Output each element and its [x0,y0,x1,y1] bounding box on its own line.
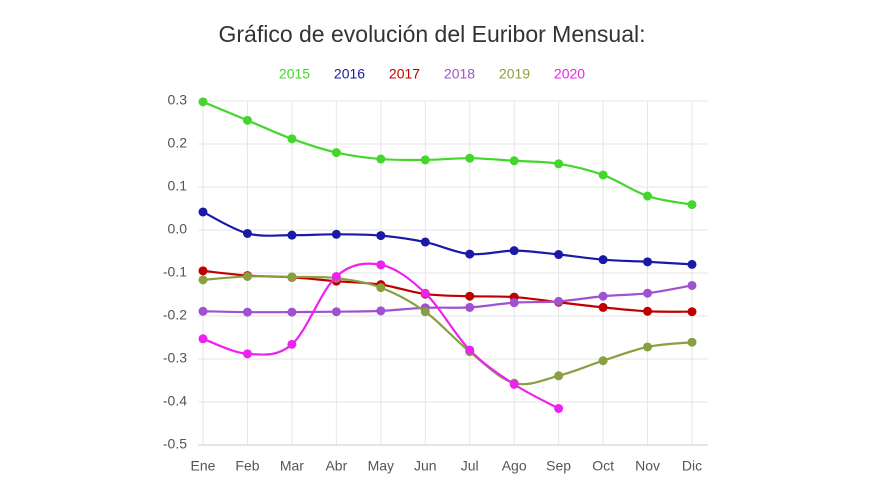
data-point [465,153,475,163]
data-point [287,307,297,317]
data-point [465,291,475,301]
x-tick-label: Jul [461,458,479,474]
data-point [242,115,252,125]
y-tick-label: -0.5 [163,436,187,452]
data-point [287,230,297,240]
data-point [465,345,475,355]
data-point [554,371,564,381]
x-tick-label: Ago [502,458,527,474]
data-point [420,237,430,247]
data-point [554,403,564,413]
x-tick-label: Sep [546,458,571,474]
data-point [643,306,653,316]
data-point [598,356,608,366]
data-point [198,334,208,344]
data-point [465,302,475,312]
data-point [509,379,519,389]
data-point [643,288,653,298]
x-tick-label: Jun [414,458,437,474]
data-point [509,298,519,308]
data-point [643,191,653,201]
data-point [598,255,608,265]
series-line [202,275,693,386]
x-tick-label: Ene [191,458,216,474]
legend-label: 2019 [499,66,530,82]
x-tick-label: May [368,458,394,474]
data-point [331,229,341,239]
series-line [202,210,693,266]
legend-label: 2018 [444,66,475,82]
data-point [331,307,341,317]
y-tick-label: -0.4 [163,393,187,409]
legend-label: 2016 [334,66,365,82]
data-point [598,291,608,301]
data-point [376,260,386,270]
data-point [687,259,697,269]
data-point [420,307,430,317]
legend-label: 2017 [389,66,420,82]
data-point [242,228,252,238]
data-point [287,272,297,282]
data-point [509,156,519,166]
data-point [287,339,297,349]
data-point [420,155,430,165]
y-tick-label: 0.0 [168,221,188,237]
data-point [554,250,564,260]
y-tick-label: -0.1 [163,264,187,280]
x-tick-label: Abr [325,458,347,474]
data-point [198,275,208,285]
data-point [376,231,386,241]
data-point [242,307,252,317]
data-point [376,306,386,316]
data-point [687,280,697,290]
y-tick-label: -0.2 [163,307,187,323]
x-tick-label: Mar [280,458,304,474]
data-point [376,283,386,293]
data-point [242,271,252,281]
x-tick-label: Feb [235,458,259,474]
data-point [420,288,430,298]
data-point [287,134,297,144]
data-point [198,306,208,316]
x-tick-label: Nov [635,458,660,474]
y-tick-label: 0.1 [168,178,188,194]
series-line [202,100,693,206]
data-point [198,207,208,217]
data-point [687,307,697,317]
chart-title: Gráfico de evolución del Euribor Mensual… [218,21,645,47]
y-tick-label: 0.2 [168,135,188,151]
x-tick-label: Oct [592,458,614,474]
legend-label: 2015 [279,66,310,82]
data-point [687,337,697,347]
legend-label: 2020 [554,66,585,82]
data-point [331,271,341,281]
data-point [554,296,564,306]
data-point [242,349,252,359]
data-point [331,148,341,158]
data-point [598,302,608,312]
data-point [376,154,386,164]
data-point [509,246,519,256]
data-point [643,257,653,267]
data-point [687,200,697,210]
y-tick-label: 0.3 [168,92,188,108]
data-point [198,266,208,276]
data-point [643,342,653,352]
data-point [465,249,475,259]
y-tick-label: -0.3 [163,350,187,366]
data-point [598,170,608,180]
data-point [198,97,208,107]
data-point [554,159,564,169]
x-tick-label: Dic [682,458,702,474]
